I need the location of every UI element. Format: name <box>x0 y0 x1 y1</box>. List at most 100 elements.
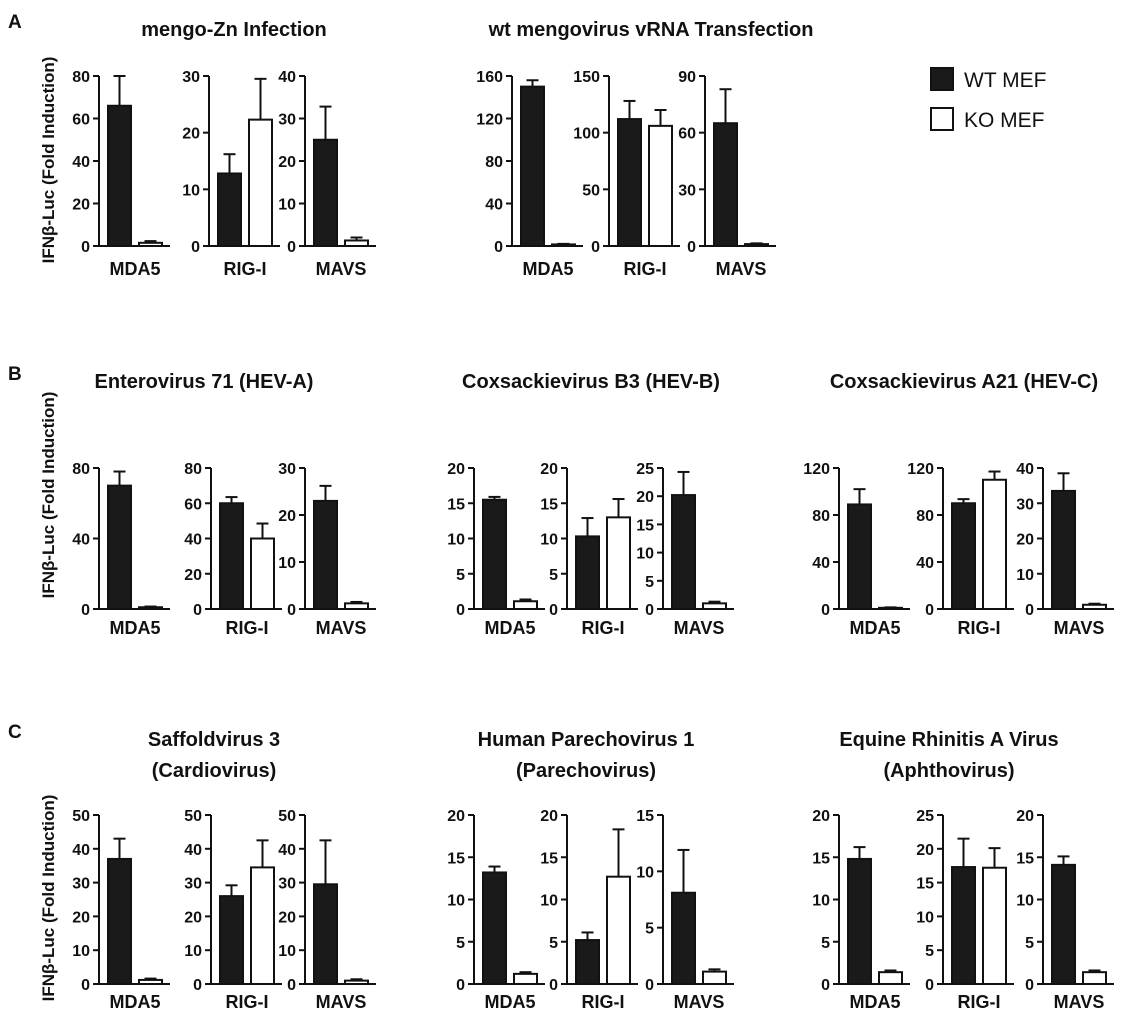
y-tick-label: 10 <box>72 943 90 960</box>
y-tick-label: 80 <box>72 69 90 86</box>
y-tick-label: 30 <box>184 876 202 893</box>
y-tick-label: 10 <box>447 893 465 910</box>
y-tick-label: 25 <box>636 461 654 478</box>
gene-label: MAVS <box>316 992 367 1012</box>
bar-ko <box>1082 603 1107 611</box>
bar-wt <box>713 122 738 247</box>
y-tick-label: 5 <box>549 567 558 584</box>
chart-title: (Aphthovirus) <box>883 760 1014 782</box>
y-tick-label: 120 <box>803 461 830 478</box>
gene-label: MDA5 <box>109 618 160 638</box>
bar-wt <box>575 535 600 611</box>
bar-ko <box>1082 971 1107 985</box>
y-tick-label: 0 <box>549 602 558 619</box>
y-tick-label: 0 <box>81 239 90 256</box>
y-axis-label: IFNβ-Luc (Fold Induction) <box>39 392 58 599</box>
y-tick-label: 20 <box>184 909 202 926</box>
y-tick-label: 20 <box>278 508 296 525</box>
bar-ko <box>982 478 1007 610</box>
gene-label: MAVS <box>316 259 367 279</box>
bar-wt <box>482 498 507 611</box>
y-tick-label: 50 <box>582 182 600 199</box>
chart-title: Coxsackievirus B3 (HEV-B) <box>462 371 720 393</box>
gene-label: MDA5 <box>849 992 900 1012</box>
subchart-mda5: 0 5 10 15 20 MDA5 <box>447 808 545 1012</box>
y-tick-label: 0 <box>1025 977 1034 994</box>
y-tick-label: 10 <box>184 943 202 960</box>
bar-wt <box>313 883 338 985</box>
y-tick-label: 0 <box>191 239 200 256</box>
y-tick-label: 80 <box>812 508 830 525</box>
y-tick-label: 40 <box>184 842 202 859</box>
y-tick-label: 10 <box>278 197 296 214</box>
y-tick-label: 0 <box>287 977 296 994</box>
subchart-mavs: 0 10 20 30 40 MAVS <box>278 69 376 279</box>
y-tick-label: 20 <box>447 808 465 825</box>
subchart-mavs: 0 10 20 30 40 MAVS <box>1016 461 1114 638</box>
gene-label: RIG-I <box>958 992 1001 1012</box>
y-tick-label: 10 <box>812 893 830 910</box>
gene-label: MDA5 <box>484 992 535 1012</box>
y-tick-label: 15 <box>636 517 654 534</box>
y-tick-label: 10 <box>278 555 296 572</box>
y-tick-label: 20 <box>72 909 90 926</box>
gene-label: RIG-I <box>624 259 667 279</box>
bar-wt <box>520 85 545 247</box>
subchart-rig-i: 0 20 40 60 80 RIG-I <box>184 461 282 638</box>
y-tick-label: 5 <box>925 943 934 960</box>
gene-label: MAVS <box>716 259 767 279</box>
gene-label: MDA5 <box>522 259 573 279</box>
y-tick-label: 10 <box>916 909 934 926</box>
bar-ko <box>982 866 1007 986</box>
y-tick-label: 20 <box>636 489 654 506</box>
y-tick-label: 30 <box>278 461 296 478</box>
y-axis-label: IFNβ-Luc (Fold Induction) <box>39 795 58 1002</box>
subchart-mda5: 0 40 80 120 160 MDA5 <box>476 69 583 279</box>
bar-ko <box>248 118 273 247</box>
y-tick-label: 80 <box>72 461 90 478</box>
bar-wt <box>671 494 696 610</box>
subchart-mavs: 0 5 10 15 20 25 MAVS <box>636 461 734 638</box>
gene-label: MAVS <box>674 618 725 638</box>
labels-layer: mengo-Zn Infection wt mengovirus vRNA Tra… <box>8 12 1098 1001</box>
y-tick-label: 0 <box>925 977 934 994</box>
y-tick-label: 0 <box>645 977 654 994</box>
subchart-mda5: 0 40 80 MDA5 <box>72 461 170 638</box>
panel-label-c: C <box>8 722 22 743</box>
y-tick-label: 15 <box>916 876 934 893</box>
bar-ko <box>648 124 673 247</box>
y-tick-label: 30 <box>182 69 200 86</box>
y-tick-label: 15 <box>812 850 830 867</box>
y-tick-label: 20 <box>447 461 465 478</box>
gene-label: RIG-I <box>224 259 267 279</box>
bar-wt <box>107 484 132 610</box>
y-tick-label: 0 <box>456 977 465 994</box>
bar-ko <box>138 978 163 985</box>
y-tick-label: 40 <box>72 842 90 859</box>
y-tick-label: 40 <box>916 555 934 572</box>
subchart-mda5: 0 40 80 120 MDA5 <box>803 461 910 638</box>
y-tick-label: 60 <box>678 126 696 143</box>
y-tick-label: 40 <box>812 555 830 572</box>
y-tick-label: 50 <box>278 808 296 825</box>
gene-label: MAVS <box>1054 992 1105 1012</box>
y-tick-label: 0 <box>193 602 202 619</box>
bar-wt <box>575 939 600 985</box>
bar-ko <box>138 241 163 247</box>
y-tick-label: 0 <box>925 602 934 619</box>
y-tick-label: 160 <box>476 69 503 86</box>
subchart-mavs: 0 30 60 90 MAVS <box>678 69 776 279</box>
y-tick-label: 40 <box>1016 461 1034 478</box>
y-tick-label: 120 <box>907 461 934 478</box>
subchart-rig-i: 0 10 20 30 RIG-I <box>182 69 280 279</box>
y-tick-label: 120 <box>476 112 503 129</box>
y-tick-label: 15 <box>540 496 558 513</box>
gene-label: MAVS <box>316 618 367 638</box>
chart-title: Enterovirus 71 (HEV-A) <box>95 371 314 393</box>
chart-title: mengo-Zn Infection <box>141 19 327 41</box>
chart-title: wt mengovirus vRNA Transfection <box>488 19 814 41</box>
subchart-mavs: 0 10 20 30 40 50 MAVS <box>278 808 376 1012</box>
y-tick-label: 40 <box>485 197 503 214</box>
y-tick-label: 5 <box>645 574 654 591</box>
bar-wt <box>217 172 242 247</box>
